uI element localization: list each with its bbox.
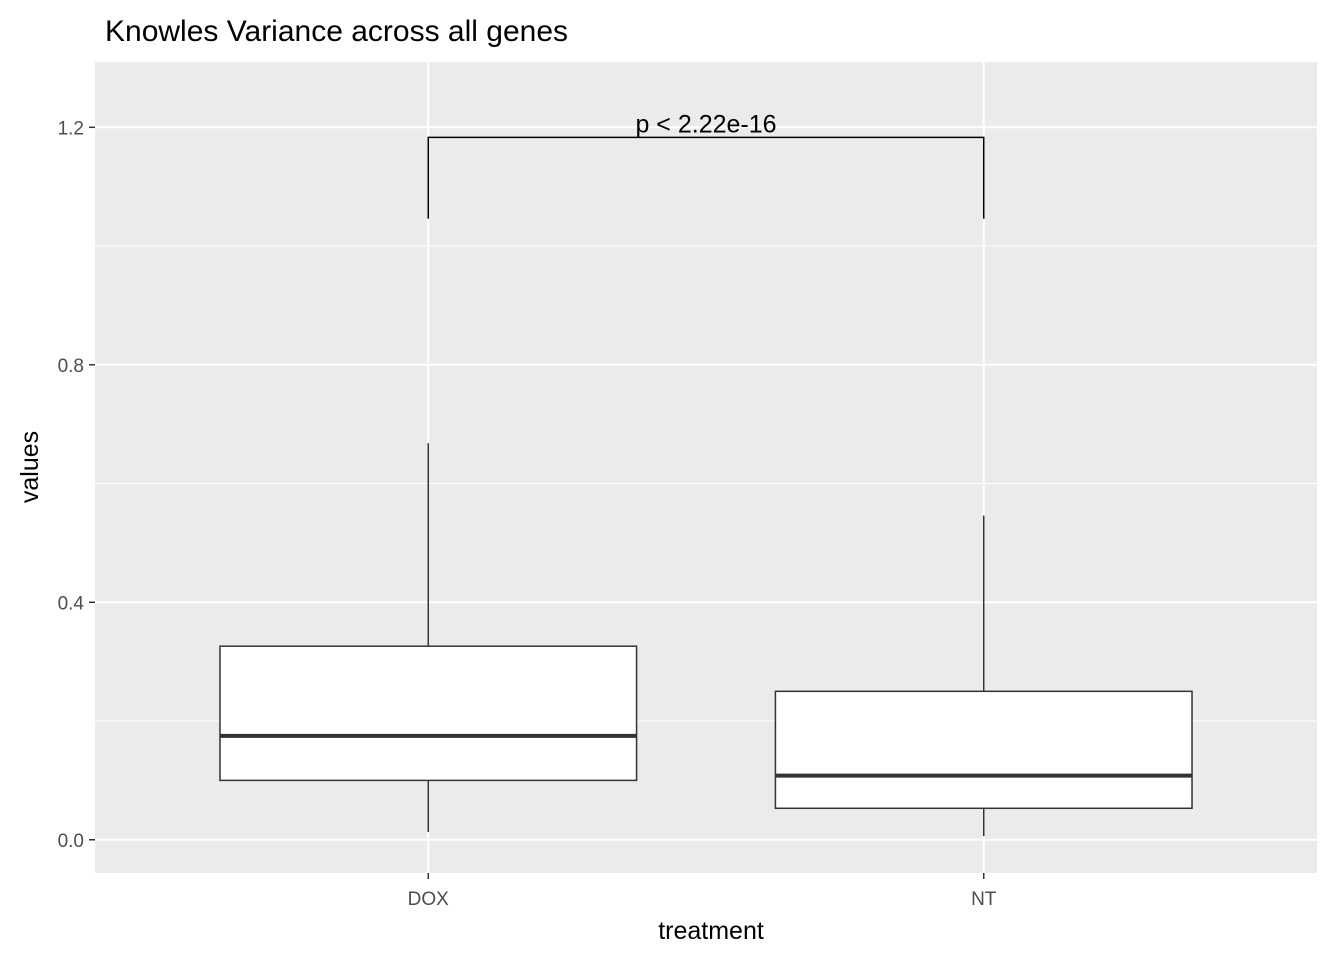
y-tick-label: 0.4 (58, 593, 85, 614)
x-axis-title: treatment (658, 917, 764, 945)
x-tick-label: DOX (408, 889, 450, 910)
y-tick-label: 0.8 (58, 356, 84, 377)
y-axis-title: values (16, 431, 44, 503)
p-value-label: p < 2.22e-16 (635, 110, 776, 138)
chart-title: Knowles Variance across all genes (105, 15, 568, 48)
boxes (219, 443, 1193, 837)
box-nt (774, 690, 1193, 810)
significance-annotation: p < 2.22e-16 (427, 110, 985, 219)
significance-bracket (427, 136, 985, 219)
axes: 0.0 0.4 0.8 1.2 DOX NT (58, 118, 997, 910)
y-tick-label: 0.0 (58, 831, 84, 852)
box-dox (219, 645, 638, 782)
y-tick-label: 1.2 (58, 118, 84, 139)
x-tick-label: NT (971, 889, 997, 910)
